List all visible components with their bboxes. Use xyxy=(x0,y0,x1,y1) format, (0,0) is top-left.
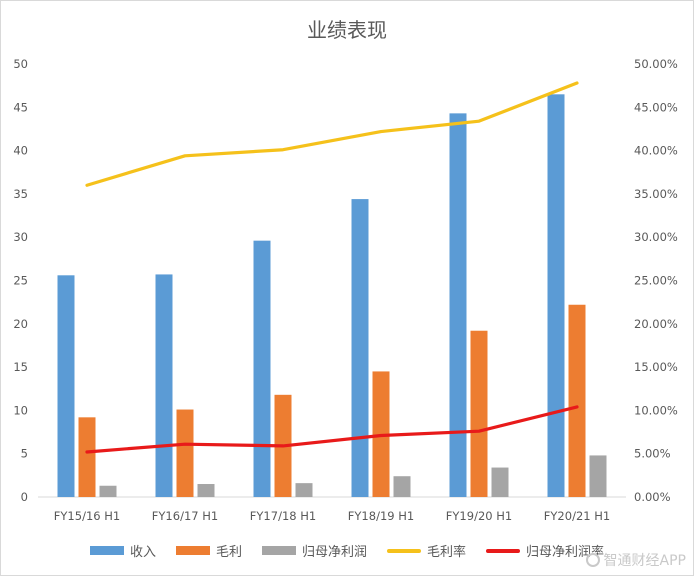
legend-swatch-net-margin xyxy=(486,548,521,553)
bar xyxy=(295,483,313,497)
legend-swatch-revenue xyxy=(89,546,124,555)
line-series xyxy=(85,81,579,454)
y-right-tick-label: 40.00% xyxy=(634,144,678,158)
bar xyxy=(99,485,117,497)
y-right-tick-label: 25.00% xyxy=(634,274,678,288)
series-line xyxy=(85,405,579,454)
y-right-tick-label: 20.00% xyxy=(634,317,678,331)
legend-item-gross-profit[interactable]: 毛利 xyxy=(175,541,242,560)
legend-swatch-gross-profit xyxy=(175,546,210,555)
y-left-tick-label: 25 xyxy=(13,274,28,288)
y-left-tick-label: 15 xyxy=(13,360,28,374)
series-line xyxy=(85,81,579,187)
y-left-tick-label: 40 xyxy=(13,144,28,158)
bar-series xyxy=(57,94,607,497)
bar xyxy=(470,330,488,497)
bar xyxy=(449,113,467,497)
legend-item-net-profit[interactable]: 归母净利润 xyxy=(261,541,367,560)
y-right-tick-label: 5.00% xyxy=(634,447,671,461)
x-axis-labels: FY15/16 H1 FY16/17 H1 FY17/18 H1 FY18/19 H1… xyxy=(54,509,610,523)
legend-label-net-margin: 归母净利润率 xyxy=(526,545,605,560)
y-right-tick-label: 0.00% xyxy=(634,490,671,504)
watermark: 智通财经APP xyxy=(585,550,686,570)
left-axis-ticks: 0 5 10 15 20 25 30 35 40 45 50 xyxy=(13,57,28,504)
y-left-tick-label: 35 xyxy=(13,187,28,201)
legend-item-revenue[interactable]: 收入 xyxy=(89,541,156,560)
legend-swatch-net-profit xyxy=(261,546,296,555)
bar xyxy=(351,199,369,497)
y-left-tick-label: 10 xyxy=(13,403,28,417)
x-tick-label: FY18/19 H1 xyxy=(348,509,414,523)
legend-label-net-profit: 归母净利润 xyxy=(301,545,367,560)
bar xyxy=(393,476,411,497)
bar xyxy=(176,409,194,497)
y-left-tick-label: 5 xyxy=(21,447,28,461)
legend-label-gross-margin: 毛利率 xyxy=(427,545,467,560)
bar xyxy=(155,274,173,497)
y-left-tick-label: 30 xyxy=(13,230,28,244)
legend: 收入 毛利 归母净利润 毛利率 归母净利润率 xyxy=(0,541,694,560)
y-left-tick-label: 0 xyxy=(21,490,28,504)
x-tick-label: FY17/18 H1 xyxy=(250,509,316,523)
right-axis-ticks: 0.00% 5.00% 10.00% 15.00% 20.00% 25.00% 30.00%… xyxy=(634,57,678,504)
y-right-tick-label: 35.00% xyxy=(634,187,678,201)
legend-item-net-margin[interactable]: 归母净利润率 xyxy=(486,541,604,560)
y-right-tick-label: 45.00% xyxy=(634,100,678,114)
bar xyxy=(589,455,607,497)
watermark-logo-icon xyxy=(585,553,600,567)
legend-item-gross-margin[interactable]: 毛利率 xyxy=(387,541,466,560)
bar xyxy=(568,304,586,497)
y-left-tick-label: 20 xyxy=(13,317,28,331)
y-right-tick-label: 50.00% xyxy=(634,57,678,71)
y-left-tick-label: 45 xyxy=(13,100,28,114)
bar xyxy=(197,484,215,497)
legend-swatch-gross-margin xyxy=(387,548,421,553)
legend-label-gross-profit: 毛利 xyxy=(215,545,242,560)
bar xyxy=(57,275,75,497)
y-right-tick-label: 10.00% xyxy=(634,403,678,417)
bar xyxy=(78,417,96,497)
x-tick-label: FY15/16 H1 xyxy=(54,509,120,523)
chart-title: 业绩表现 xyxy=(307,18,387,42)
y-left-tick-label: 50 xyxy=(13,57,28,71)
x-tick-label: FY16/17 H1 xyxy=(152,509,218,523)
legend-label-revenue: 收入 xyxy=(129,545,156,560)
x-tick-label: FY19/20 H1 xyxy=(446,509,512,523)
y-right-tick-label: 30.00% xyxy=(634,230,678,244)
watermark-text: 智通财经APP xyxy=(603,553,686,569)
bar xyxy=(491,467,509,497)
y-right-tick-label: 15.00% xyxy=(634,360,678,374)
bar xyxy=(253,240,271,497)
x-tick-label: FY20/21 H1 xyxy=(544,509,610,523)
bar xyxy=(547,94,565,497)
